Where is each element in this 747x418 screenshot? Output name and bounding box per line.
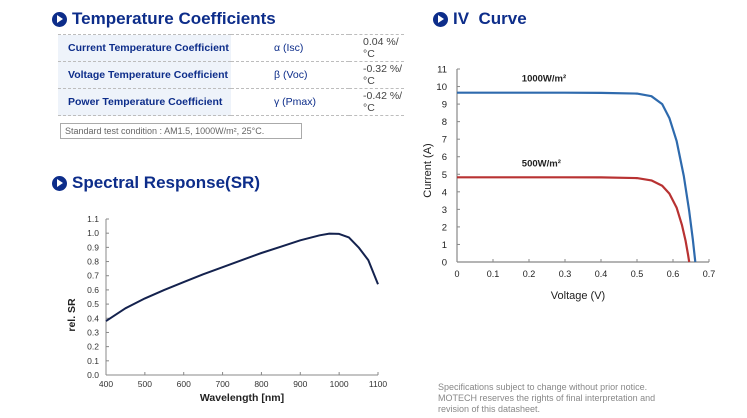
series-label: 500W/m² [522,158,561,169]
y-tick-label: 0.6 [87,285,99,295]
y-tick-label: 10 [436,82,447,93]
iv-curve-chart: 0 1 2 3 4 5 6 7 8 9 10 11 0 0.1 0.2 0.3 0.4 0.5 0.6 0.7 Volt… [422,65,716,303]
x-tick-label: 0.6 [667,269,680,279]
y-tick-label: 0.5 [87,299,99,309]
play-circle-icon [52,11,67,27]
y-tick-label: 0.0 [87,370,99,380]
x-tick-label: 800 [254,379,268,389]
x-tick-label: 600 [177,379,191,389]
x-tick-label: 0.4 [595,269,608,279]
x-tick-label: 500 [138,379,152,389]
x-axis-label: Voltage (V) [551,290,605,302]
y-tick-label: 5 [442,170,447,181]
x-tick-label: 0.3 [559,269,572,279]
y-tick-label: 8 [442,117,447,128]
x-tick-label: 0.7 [703,269,716,279]
y-tick-label: 2 [442,222,447,233]
y-tick-label: 1.1 [87,214,99,224]
y-tick-label: 11 [437,65,447,76]
x-tick-label: 0.2 [523,269,536,279]
temperature-coefficients-table: Current Temperature Coefficient α (Isc) … [58,34,404,116]
y-tick-label: 0.9 [87,242,99,252]
y-tick-label: 3 [442,205,447,216]
spectral-response-title-text: Spectral Response(SR) [72,173,260,192]
x-tick-label: 900 [293,379,307,389]
y-tick-label: 4 [442,187,447,198]
y-tick-label: 0.8 [87,257,99,267]
y-tick-label: 6 [442,152,447,163]
x-tick-label: 0 [454,269,459,279]
table-row: Voltage Temperature Coefficient β (Voc) … [58,61,404,89]
y-tick-label: 9 [442,100,447,111]
y-tick-label: 0.7 [87,271,99,281]
x-tick-label: 0.1 [487,269,500,279]
iv-series-line [457,176,691,263]
x-axis-label: Wavelength [nm] [200,392,284,404]
spectral-response-chart: 0.0 0.1 0.2 0.3 0.4 0.5 0.6 0.7 0.8 0.9 1.0 1.1 400 5… [66,214,388,404]
y-tick-label: 0 [442,258,447,269]
x-tick-label: 0.5 [631,269,644,279]
footnote-line: Specifications subject to change without… [438,382,648,392]
coefficient-value: 0.04 %/°C [349,34,404,62]
iv-curve-title-text: IV Curve [453,9,527,28]
x-tick-label: 1000 [330,379,349,389]
y-axis-label: rel. SR [66,298,78,332]
coefficient-name: Current Temperature Coefficient [58,34,231,62]
spectral-response-title: Spectral Response(SR) [52,173,260,193]
x-tick-label: 700 [215,379,229,389]
y-tick-label: 0.4 [87,313,99,323]
iv-series-line [457,91,697,263]
coefficient-value: -0.42 %/°C [349,88,404,116]
coefficient-symbol: β (Voc) [231,61,349,89]
play-circle-icon [433,11,448,27]
footnote: Specifications subject to change without… [438,382,738,415]
y-tick-label: 7 [442,135,447,146]
footnote-line: MOTECH reserves the rights of final inte… [438,393,656,403]
coefficient-name: Voltage Temperature Coefficient [58,61,231,89]
coefficient-value: -0.32 %/°C [349,61,404,89]
temperature-coefficients-title-text: Temperature Coefficients [72,9,276,28]
coefficient-name: Power Temperature Coefficient [58,88,231,116]
temperature-coefficients-title: Temperature Coefficients [52,9,276,29]
table-row: Current Temperature Coefficient α (Isc) … [58,34,404,62]
y-tick-label: 1.0 [87,228,99,238]
standard-test-condition: Standard test condition : AM1.5, 1000W/m… [60,123,302,139]
coefficient-symbol: γ (Pmax) [231,88,349,116]
y-tick-label: 0.1 [87,356,99,366]
y-tick-label: 0.2 [87,342,99,352]
play-circle-icon [52,175,67,191]
x-tick-label: 400 [99,379,113,389]
sr-series-line [105,232,379,322]
table-row: Power Temperature Coefficient γ (Pmax) -… [58,88,404,116]
y-tick-label: 1 [442,240,447,251]
y-axis-label: Current (A) [422,143,434,197]
coefficient-symbol: α (Isc) [231,34,349,62]
iv-curve-title: IV Curve [433,9,527,29]
x-tick-label: 1100 [369,379,388,389]
footnote-line: revision of this datasheet. [438,404,541,414]
y-tick-label: 0.3 [87,327,99,337]
series-label: 1000W/m² [522,73,566,84]
